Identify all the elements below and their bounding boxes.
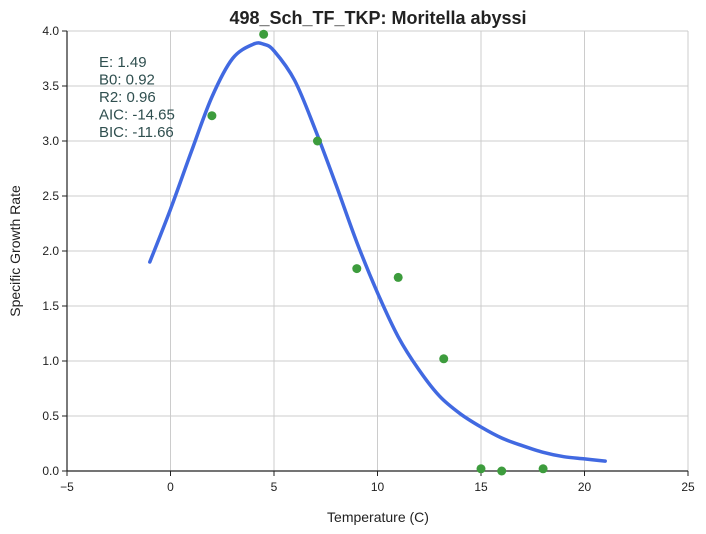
- x-tick-label: 10: [371, 480, 385, 494]
- data-point: [259, 29, 269, 39]
- data-point: [439, 354, 449, 364]
- y-tick-label: 3.0: [42, 134, 59, 148]
- data-point: [312, 136, 322, 146]
- y-tick-label: 2.5: [42, 189, 59, 203]
- fit-curve: [148, 41, 607, 463]
- x-tick-label: 20: [578, 480, 592, 494]
- x-tick-label: 15: [474, 480, 488, 494]
- data-points: [207, 29, 548, 476]
- x-tick-label: 5: [271, 480, 278, 494]
- stat-aic: AIC: -14.65: [99, 107, 175, 124]
- y-tick-label: 2.0: [42, 244, 59, 258]
- data-point: [538, 464, 548, 474]
- data-point: [476, 464, 486, 474]
- y-tick-label: 0.5: [42, 409, 59, 423]
- x-tick-label: 0: [167, 480, 174, 494]
- data-point: [497, 466, 507, 476]
- y-tick-label: 3.5: [42, 79, 59, 93]
- axes: [62, 30, 689, 476]
- chart-title: 498_Sch_TF_TKP: Moritella abyssi: [229, 8, 526, 28]
- y-tick-label: 1.5: [42, 299, 59, 313]
- data-point: [207, 111, 217, 121]
- x-tick-label: −5: [60, 480, 74, 494]
- grid-lines: [66, 30, 689, 472]
- data-point: [352, 264, 362, 274]
- x-tick-label: 25: [681, 480, 695, 494]
- y-tick-label: 4.0: [42, 24, 59, 38]
- x-axis-label: Temperature (C): [327, 509, 429, 525]
- y-axis-label: Specific Growth Rate: [7, 185, 23, 317]
- y-tick-label: 0.0: [42, 464, 59, 478]
- tick-labels: −5 0 5 10 15 20 25 0.0 0.5 1.0 1.5 2.0 2.5 3.0 3.5 4.0: [42, 24, 695, 494]
- data-point: [393, 272, 403, 282]
- y-tick-label: 1.0: [42, 354, 59, 368]
- stat-bic: BIC: -11.66: [99, 124, 174, 141]
- stat-b0: B0: 0.92: [99, 72, 155, 89]
- fit-statistics: E: 1.49 B0: 0.92 R2: 0.96 AIC: -14.65 BI…: [99, 54, 175, 141]
- stat-e: E: 1.49: [99, 54, 147, 71]
- fit-curve-layer: [148, 41, 607, 463]
- stat-r2: R2: 0.96: [99, 89, 156, 106]
